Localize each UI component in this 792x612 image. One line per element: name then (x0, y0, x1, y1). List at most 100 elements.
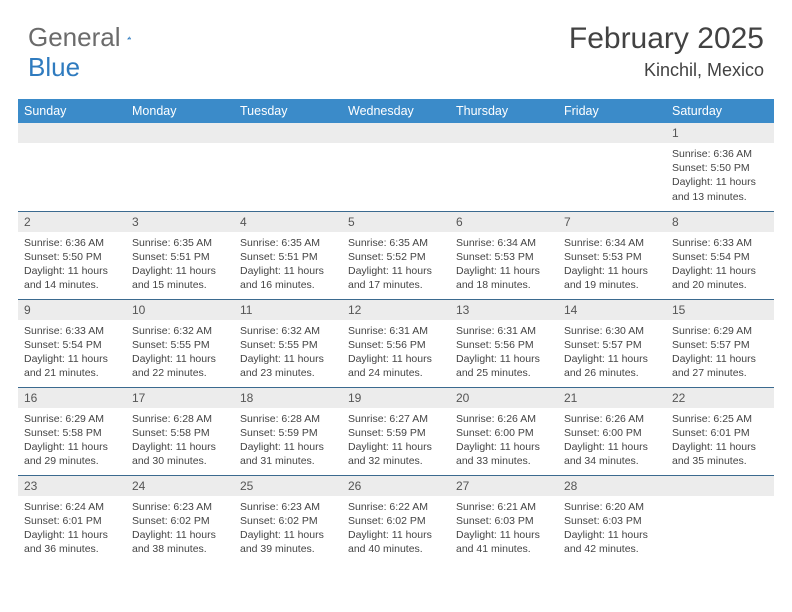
day-header-saturday: Saturday (666, 99, 774, 123)
day-number: 16 (18, 388, 126, 408)
day-cell: 16Sunrise: 6:29 AMSunset: 5:58 PMDayligh… (18, 387, 126, 475)
day-details: Sunrise: 6:26 AMSunset: 6:00 PMDaylight:… (450, 408, 558, 475)
day-number: 3 (126, 212, 234, 232)
day-cell: 2Sunrise: 6:36 AMSunset: 5:50 PMDaylight… (18, 211, 126, 299)
day-details: Sunrise: 6:20 AMSunset: 6:03 PMDaylight:… (558, 496, 666, 563)
week-row: 16Sunrise: 6:29 AMSunset: 5:58 PMDayligh… (18, 387, 774, 475)
day-details: Sunrise: 6:32 AMSunset: 5:55 PMDaylight:… (126, 320, 234, 387)
empty-daynum (450, 123, 558, 143)
day-number: 10 (126, 300, 234, 320)
calendar-table: SundayMondayTuesdayWednesdayThursdayFrid… (18, 99, 774, 563)
day-cell: 1Sunrise: 6:36 AMSunset: 5:50 PMDaylight… (666, 123, 774, 211)
empty-cell (666, 475, 774, 563)
day-details: Sunrise: 6:28 AMSunset: 5:58 PMDaylight:… (126, 408, 234, 475)
day-details: Sunrise: 6:25 AMSunset: 6:01 PMDaylight:… (666, 408, 774, 475)
month-title: February 2025 (569, 22, 764, 56)
day-cell: 24Sunrise: 6:23 AMSunset: 6:02 PMDayligh… (126, 475, 234, 563)
week-row: 9Sunrise: 6:33 AMSunset: 5:54 PMDaylight… (18, 299, 774, 387)
week-row: 2Sunrise: 6:36 AMSunset: 5:50 PMDaylight… (18, 211, 774, 299)
day-cell: 28Sunrise: 6:20 AMSunset: 6:03 PMDayligh… (558, 475, 666, 563)
day-details: Sunrise: 6:23 AMSunset: 6:02 PMDaylight:… (234, 496, 342, 563)
day-number: 22 (666, 388, 774, 408)
week-row: 23Sunrise: 6:24 AMSunset: 6:01 PMDayligh… (18, 475, 774, 563)
day-details: Sunrise: 6:35 AMSunset: 5:51 PMDaylight:… (234, 232, 342, 299)
day-cell: 3Sunrise: 6:35 AMSunset: 5:51 PMDaylight… (126, 211, 234, 299)
day-number: 23 (18, 476, 126, 496)
day-details: Sunrise: 6:33 AMSunset: 5:54 PMDaylight:… (666, 232, 774, 299)
day-number: 8 (666, 212, 774, 232)
empty-daynum (558, 123, 666, 143)
day-cell: 26Sunrise: 6:22 AMSunset: 6:02 PMDayligh… (342, 475, 450, 563)
day-cell: 12Sunrise: 6:31 AMSunset: 5:56 PMDayligh… (342, 299, 450, 387)
day-details: Sunrise: 6:36 AMSunset: 5:50 PMDaylight:… (666, 143, 774, 210)
day-details: Sunrise: 6:23 AMSunset: 6:02 PMDaylight:… (126, 496, 234, 563)
day-header-row: SundayMondayTuesdayWednesdayThursdayFrid… (18, 99, 774, 123)
empty-cell (18, 123, 126, 211)
day-cell: 10Sunrise: 6:32 AMSunset: 5:55 PMDayligh… (126, 299, 234, 387)
day-details: Sunrise: 6:34 AMSunset: 5:53 PMDaylight:… (450, 232, 558, 299)
day-number: 5 (342, 212, 450, 232)
day-number: 11 (234, 300, 342, 320)
empty-cell (234, 123, 342, 211)
empty-daynum (234, 123, 342, 143)
empty-daynum (126, 123, 234, 143)
day-number: 12 (342, 300, 450, 320)
day-cell: 17Sunrise: 6:28 AMSunset: 5:58 PMDayligh… (126, 387, 234, 475)
day-cell: 4Sunrise: 6:35 AMSunset: 5:51 PMDaylight… (234, 211, 342, 299)
day-details: Sunrise: 6:29 AMSunset: 5:57 PMDaylight:… (666, 320, 774, 387)
day-number: 7 (558, 212, 666, 232)
day-details: Sunrise: 6:35 AMSunset: 5:51 PMDaylight:… (126, 232, 234, 299)
week-row: 1Sunrise: 6:36 AMSunset: 5:50 PMDaylight… (18, 123, 774, 211)
day-cell: 20Sunrise: 6:26 AMSunset: 6:00 PMDayligh… (450, 387, 558, 475)
day-header-tuesday: Tuesday (234, 99, 342, 123)
day-cell: 8Sunrise: 6:33 AMSunset: 5:54 PMDaylight… (666, 211, 774, 299)
day-header-wednesday: Wednesday (342, 99, 450, 123)
day-header-monday: Monday (126, 99, 234, 123)
day-number: 9 (18, 300, 126, 320)
day-number: 1 (666, 123, 774, 143)
day-number: 20 (450, 388, 558, 408)
day-details: Sunrise: 6:27 AMSunset: 5:59 PMDaylight:… (342, 408, 450, 475)
logo-word2: Blue (28, 52, 80, 83)
empty-daynum (342, 123, 450, 143)
day-details: Sunrise: 6:26 AMSunset: 6:00 PMDaylight:… (558, 408, 666, 475)
day-cell: 9Sunrise: 6:33 AMSunset: 5:54 PMDaylight… (18, 299, 126, 387)
title-block: February 2025 Kinchil, Mexico (569, 22, 764, 81)
day-header-friday: Friday (558, 99, 666, 123)
day-cell: 14Sunrise: 6:30 AMSunset: 5:57 PMDayligh… (558, 299, 666, 387)
day-cell: 27Sunrise: 6:21 AMSunset: 6:03 PMDayligh… (450, 475, 558, 563)
day-cell: 23Sunrise: 6:24 AMSunset: 6:01 PMDayligh… (18, 475, 126, 563)
day-cell: 18Sunrise: 6:28 AMSunset: 5:59 PMDayligh… (234, 387, 342, 475)
day-number: 15 (666, 300, 774, 320)
day-cell: 5Sunrise: 6:35 AMSunset: 5:52 PMDaylight… (342, 211, 450, 299)
day-details: Sunrise: 6:33 AMSunset: 5:54 PMDaylight:… (18, 320, 126, 387)
day-cell: 7Sunrise: 6:34 AMSunset: 5:53 PMDaylight… (558, 211, 666, 299)
day-details: Sunrise: 6:22 AMSunset: 6:02 PMDaylight:… (342, 496, 450, 563)
day-number: 13 (450, 300, 558, 320)
day-header-thursday: Thursday (450, 99, 558, 123)
empty-cell (342, 123, 450, 211)
day-cell: 19Sunrise: 6:27 AMSunset: 5:59 PMDayligh… (342, 387, 450, 475)
day-cell: 25Sunrise: 6:23 AMSunset: 6:02 PMDayligh… (234, 475, 342, 563)
day-details: Sunrise: 6:35 AMSunset: 5:52 PMDaylight:… (342, 232, 450, 299)
day-number: 18 (234, 388, 342, 408)
day-details: Sunrise: 6:29 AMSunset: 5:58 PMDaylight:… (18, 408, 126, 475)
day-number: 4 (234, 212, 342, 232)
day-cell: 6Sunrise: 6:34 AMSunset: 5:53 PMDaylight… (450, 211, 558, 299)
location: Kinchil, Mexico (569, 60, 764, 81)
logo-sail-icon (127, 28, 131, 48)
day-details: Sunrise: 6:31 AMSunset: 5:56 PMDaylight:… (450, 320, 558, 387)
day-header-sunday: Sunday (18, 99, 126, 123)
day-details: Sunrise: 6:34 AMSunset: 5:53 PMDaylight:… (558, 232, 666, 299)
day-details: Sunrise: 6:32 AMSunset: 5:55 PMDaylight:… (234, 320, 342, 387)
logo-word1: General (28, 22, 121, 53)
day-number: 21 (558, 388, 666, 408)
day-number: 14 (558, 300, 666, 320)
day-number: 24 (126, 476, 234, 496)
day-number: 6 (450, 212, 558, 232)
day-number: 25 (234, 476, 342, 496)
logo: General (28, 22, 153, 53)
empty-cell (126, 123, 234, 211)
day-details: Sunrise: 6:28 AMSunset: 5:59 PMDaylight:… (234, 408, 342, 475)
day-details: Sunrise: 6:24 AMSunset: 6:01 PMDaylight:… (18, 496, 126, 563)
